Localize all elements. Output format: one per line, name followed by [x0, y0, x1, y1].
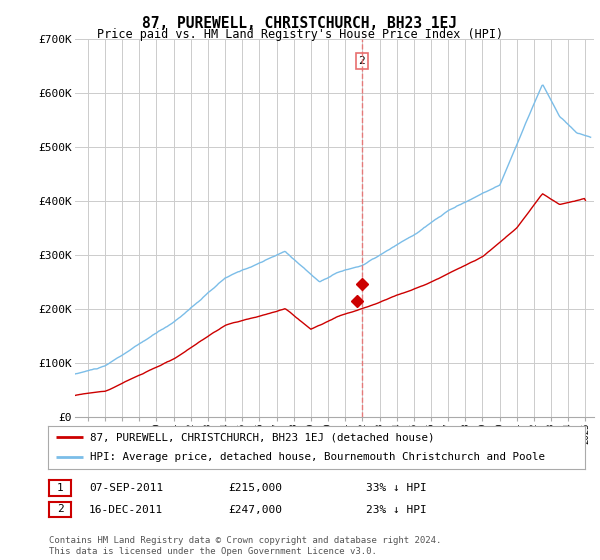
- Text: 23% ↓ HPI: 23% ↓ HPI: [366, 505, 427, 515]
- Text: 2: 2: [57, 505, 64, 514]
- Text: Contains HM Land Registry data © Crown copyright and database right 2024.
This d: Contains HM Land Registry data © Crown c…: [49, 536, 442, 556]
- Text: £247,000: £247,000: [228, 505, 282, 515]
- Text: 07-SEP-2011: 07-SEP-2011: [89, 483, 163, 493]
- Text: £215,000: £215,000: [228, 483, 282, 493]
- Text: 87, PUREWELL, CHRISTCHURCH, BH23 1EJ (detached house): 87, PUREWELL, CHRISTCHURCH, BH23 1EJ (de…: [90, 432, 434, 442]
- Text: 87, PUREWELL, CHRISTCHURCH, BH23 1EJ: 87, PUREWELL, CHRISTCHURCH, BH23 1EJ: [143, 16, 458, 31]
- Text: 33% ↓ HPI: 33% ↓ HPI: [366, 483, 427, 493]
- Text: 1: 1: [57, 483, 64, 493]
- Text: Price paid vs. HM Land Registry's House Price Index (HPI): Price paid vs. HM Land Registry's House …: [97, 28, 503, 41]
- Text: 16-DEC-2011: 16-DEC-2011: [89, 505, 163, 515]
- Text: 2: 2: [358, 56, 365, 66]
- Text: HPI: Average price, detached house, Bournemouth Christchurch and Poole: HPI: Average price, detached house, Bour…: [90, 452, 545, 463]
